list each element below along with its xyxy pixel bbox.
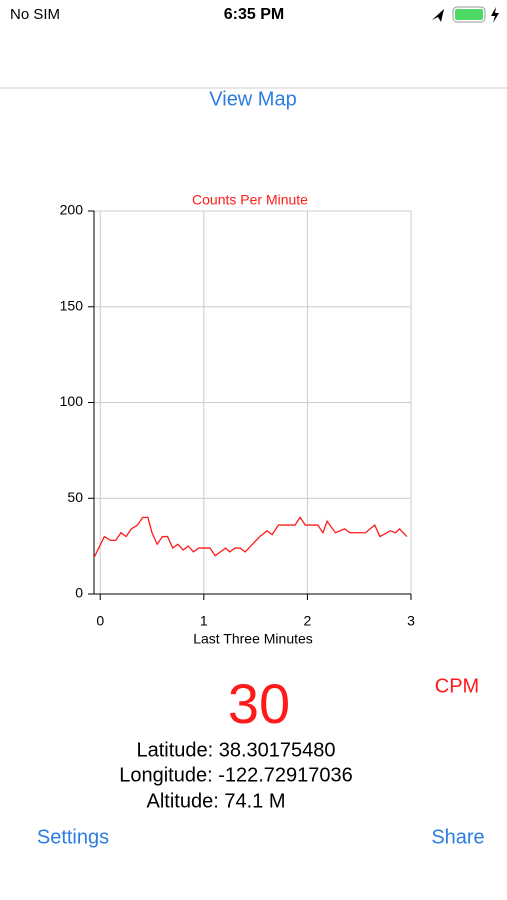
chart-title: Counts Per Minute [192,192,308,208]
battery [452,6,486,23]
data-line [93,516,408,558]
altitude: Altitude: 74.1 M [147,790,286,812]
y-tick-label: 50 [67,489,83,505]
x-tick-label: 3 [407,613,415,629]
settings-button[interactable]: Settings [37,826,109,848]
chart: Counts Per Minute Last Three Minutes 0 50… [60,192,415,647]
x-tick-label: 0 [96,613,104,629]
carrier: No SIM [10,6,60,23]
clock: 6:35 PM [224,6,284,23]
x-tick-label: 2 [304,613,312,629]
cpm-value: 30 [228,672,290,735]
cpm-unit: CPM [435,675,479,697]
longitude: Longitude: -122.72917036 [119,764,353,786]
view-map-link[interactable]: View Map [209,88,296,110]
y-tick-label: 200 [60,202,84,218]
share-button[interactable]: Share [431,826,484,848]
y-tick-label: 0 [75,585,83,601]
latitude: Latitude: 38.30175480 [136,739,335,761]
location-icon [432,9,444,22]
charging-icon [491,7,499,23]
x-axis-label: Last Three Minutes [193,631,313,647]
x-tick-label: 1 [200,613,208,629]
battery-level [455,9,483,20]
y-tick-label: 100 [60,393,84,409]
y-tick-label: 150 [60,297,84,313]
